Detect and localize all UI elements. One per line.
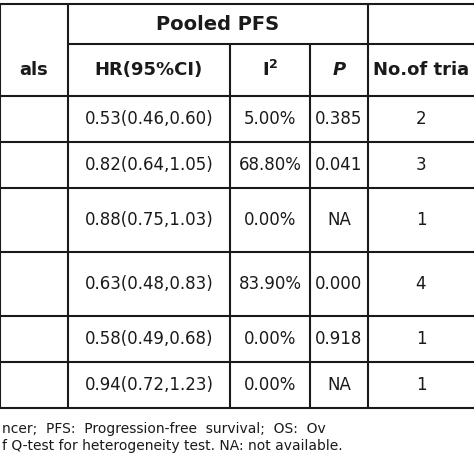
Text: 0.000: 0.000 (315, 275, 363, 293)
Text: 0.918: 0.918 (315, 330, 363, 348)
Text: 0.385: 0.385 (315, 110, 363, 128)
Text: 0.00%: 0.00% (244, 211, 296, 229)
Text: 0.041: 0.041 (315, 156, 363, 174)
Text: HR(95%CI): HR(95%CI) (95, 61, 203, 79)
Text: f Q-test for heterogeneity test. NA: not available.: f Q-test for heterogeneity test. NA: not… (2, 439, 343, 453)
Text: 1: 1 (416, 330, 426, 348)
Text: 0.00%: 0.00% (244, 330, 296, 348)
Text: $\bfit{P}$: $\bfit{P}$ (331, 61, 346, 79)
Text: 2: 2 (416, 110, 426, 128)
Text: 0.88(0.75,1.03): 0.88(0.75,1.03) (85, 211, 213, 229)
Text: 0.58(0.49,0.68): 0.58(0.49,0.68) (85, 330, 213, 348)
Text: 0.53(0.46,0.60): 0.53(0.46,0.60) (85, 110, 213, 128)
Text: Pooled PFS: Pooled PFS (156, 15, 280, 34)
Text: 0.00%: 0.00% (244, 376, 296, 394)
Text: No.of tria: No.of tria (373, 61, 469, 79)
Text: 0.82(0.64,1.05): 0.82(0.64,1.05) (85, 156, 213, 174)
Text: NA: NA (327, 211, 351, 229)
Text: 1: 1 (416, 211, 426, 229)
Text: 0.63(0.48,0.83): 0.63(0.48,0.83) (85, 275, 213, 293)
Text: 5.00%: 5.00% (244, 110, 296, 128)
Text: als: als (19, 61, 48, 79)
Text: 3: 3 (416, 156, 426, 174)
Text: 83.90%: 83.90% (238, 275, 301, 293)
Text: ncer;  PFS:  Progression-free  survival;  OS:  Ov: ncer; PFS: Progression-free survival; OS… (2, 422, 326, 436)
Text: 1: 1 (416, 376, 426, 394)
Text: 4: 4 (416, 275, 426, 293)
Text: 0.94(0.72,1.23): 0.94(0.72,1.23) (84, 376, 213, 394)
Text: NA: NA (327, 376, 351, 394)
Text: I$^{\mathbf{2}}$: I$^{\mathbf{2}}$ (262, 60, 278, 80)
Text: 68.80%: 68.80% (238, 156, 301, 174)
